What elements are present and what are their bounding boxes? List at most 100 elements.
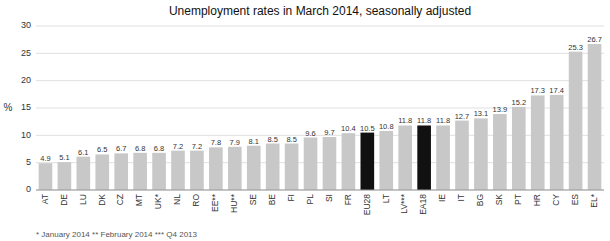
bar xyxy=(588,44,602,190)
x-tick-label: SE xyxy=(248,194,258,206)
bar xyxy=(133,153,147,190)
bar xyxy=(39,163,53,190)
bar xyxy=(361,133,375,190)
y-tick-label: 0 xyxy=(26,184,31,194)
data-label: 10.8 xyxy=(379,122,394,131)
data-label: 9.7 xyxy=(324,128,334,137)
chart-container: Unemployment rates in March 2014, season… xyxy=(0,0,610,241)
x-tick-label: EE** xyxy=(210,193,220,212)
data-label: 7.9 xyxy=(230,138,240,147)
data-label: 6.1 xyxy=(78,148,88,157)
bar xyxy=(323,137,337,190)
data-label: 15.2 xyxy=(511,98,526,107)
x-axis-line xyxy=(36,190,604,191)
x-tick-label: SI xyxy=(324,194,334,202)
bar xyxy=(493,114,507,190)
bar xyxy=(474,118,488,190)
data-label: 13.1 xyxy=(474,109,489,118)
data-label: 6.5 xyxy=(97,145,107,154)
x-tick-label: BG xyxy=(475,194,485,206)
x-tick-label: HU** xyxy=(229,193,239,213)
bar xyxy=(398,125,412,190)
bar xyxy=(512,107,526,190)
x-tick-label: UK* xyxy=(153,193,163,209)
data-label: 4.9 xyxy=(40,154,50,163)
bar xyxy=(455,121,469,190)
x-tick-label: LU xyxy=(78,194,88,205)
bar xyxy=(228,147,242,190)
data-label: 9.6 xyxy=(305,129,315,138)
bar xyxy=(152,153,166,190)
data-label: 17.3 xyxy=(530,86,545,95)
bar xyxy=(190,151,204,190)
data-label: 7.2 xyxy=(173,142,183,151)
data-label: 5.1 xyxy=(59,153,69,162)
data-label: 11.8 xyxy=(417,116,431,125)
x-tick-label: EU28 xyxy=(362,194,372,216)
data-label: 8.5 xyxy=(286,135,296,144)
chart-svg: Unemployment rates in March 2014, season… xyxy=(0,0,610,241)
bar xyxy=(95,154,109,190)
x-tick-label: EA18 xyxy=(418,194,428,215)
x-tick-label: IT xyxy=(456,194,466,202)
bar xyxy=(58,162,72,190)
x-tick-label: SK xyxy=(494,194,504,206)
x-tick-label: DE xyxy=(59,194,69,206)
bar xyxy=(114,153,128,190)
x-tick-label: BE xyxy=(267,194,277,206)
data-label: 7.8 xyxy=(211,138,221,147)
y-tick-label: 10 xyxy=(21,130,31,140)
x-tick-label: EL* xyxy=(589,193,599,207)
bar xyxy=(417,125,431,190)
data-label: 17.4 xyxy=(549,86,564,95)
data-label: 11.8 xyxy=(398,116,412,125)
y-tick-label: 20 xyxy=(21,75,31,85)
bar xyxy=(171,151,185,190)
bar xyxy=(531,95,545,190)
bar xyxy=(550,95,564,190)
footnote: * January 2014 ** February 2014 *** Q4 2… xyxy=(36,230,198,239)
x-tick-label: MT xyxy=(134,194,144,206)
x-tick-label: CZ xyxy=(115,194,125,205)
data-label: 6.8 xyxy=(135,144,145,153)
bar xyxy=(569,52,583,190)
data-label: 11.8 xyxy=(436,116,450,125)
bar xyxy=(209,147,223,190)
x-tick-label: LT xyxy=(381,194,391,203)
x-tick-label: FR xyxy=(343,194,353,205)
x-tick-label: FI xyxy=(286,194,296,202)
y-tick-label: 30 xyxy=(21,20,31,30)
data-label: 8.1 xyxy=(249,137,259,146)
bars xyxy=(39,44,602,190)
grid-line xyxy=(36,26,604,27)
data-label: 6.8 xyxy=(154,144,164,153)
data-label: 6.7 xyxy=(116,144,126,153)
data-label: 7.2 xyxy=(192,142,202,151)
y-tick-label: 5 xyxy=(26,157,31,167)
bar xyxy=(304,138,318,190)
y-axis-label: % xyxy=(4,102,13,113)
x-tick-label: CY xyxy=(551,194,561,206)
grid xyxy=(36,26,604,190)
x-tick-label: PL xyxy=(305,194,315,205)
x-tick-label: NL xyxy=(172,194,182,205)
x-tick-label: HR xyxy=(532,194,542,206)
x-tick-label: RO xyxy=(191,194,201,207)
bar xyxy=(379,131,393,190)
data-label: 8.5 xyxy=(267,135,277,144)
data-label: 26.7 xyxy=(587,35,602,44)
bar xyxy=(77,157,91,190)
x-tick-label: AT xyxy=(40,194,50,204)
bar xyxy=(247,146,261,190)
data-label: 13.9 xyxy=(493,105,508,114)
y-tick-label: 15 xyxy=(21,102,31,112)
data-label: 12.7 xyxy=(455,112,470,121)
data-label: 10.4 xyxy=(341,124,356,133)
bar xyxy=(266,144,280,190)
x-tick-label: IE xyxy=(437,194,447,202)
chart-title: Unemployment rates in March 2014, season… xyxy=(169,4,471,18)
x-tick-label: PT xyxy=(513,194,523,205)
bar xyxy=(342,133,356,190)
x-tick-label: ES xyxy=(570,194,580,206)
data-label: 10.5 xyxy=(360,124,375,133)
